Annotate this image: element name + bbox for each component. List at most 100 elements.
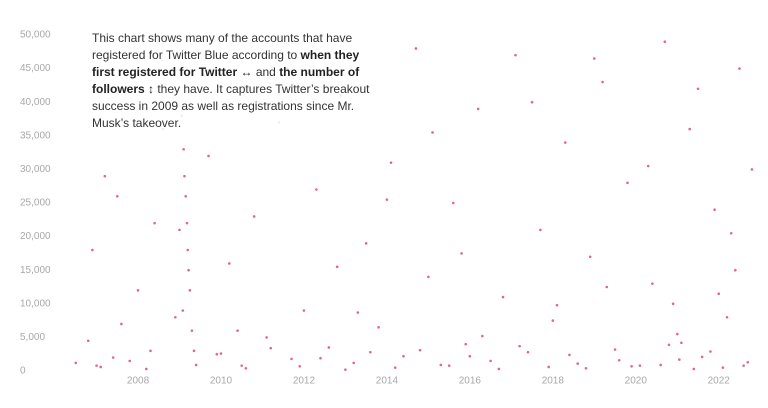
x-tick-label: 2010 xyxy=(210,376,233,387)
point xyxy=(389,161,393,164)
point xyxy=(725,315,729,319)
point xyxy=(721,366,725,369)
point xyxy=(290,357,293,361)
point xyxy=(115,194,119,198)
point xyxy=(344,368,347,371)
point xyxy=(468,354,472,358)
x-tick-label: 2020 xyxy=(625,376,648,387)
point xyxy=(377,326,380,329)
point xyxy=(742,364,745,367)
point xyxy=(514,53,517,57)
y-tick-label: 15,000 xyxy=(20,265,51,276)
annotation-bold: when they first registered for Twitter ↔ xyxy=(92,48,360,79)
point xyxy=(526,350,530,354)
point xyxy=(184,194,188,198)
point xyxy=(183,174,186,178)
point xyxy=(136,289,140,292)
point xyxy=(638,364,642,367)
x-tick-label: 2008 xyxy=(127,376,150,387)
point xyxy=(671,302,675,306)
point xyxy=(680,341,683,345)
point xyxy=(700,355,704,359)
x-tick-label: 2016 xyxy=(459,376,482,387)
y-tick-label: 45,000 xyxy=(20,63,51,74)
annotation: This chart shows many of the accounts th… xyxy=(92,30,384,132)
x-tick-label: 2014 xyxy=(376,376,399,387)
point xyxy=(356,311,360,314)
point xyxy=(194,363,198,367)
point xyxy=(601,80,604,84)
point xyxy=(746,360,750,364)
point xyxy=(244,367,248,370)
point xyxy=(227,262,231,265)
point xyxy=(750,168,754,171)
point xyxy=(192,349,196,353)
point xyxy=(149,349,152,353)
point xyxy=(402,354,405,358)
point xyxy=(315,188,318,191)
point xyxy=(99,365,102,369)
point xyxy=(91,248,94,252)
y-tick-label: 40,000 xyxy=(20,97,51,108)
point xyxy=(111,356,115,359)
point xyxy=(86,339,90,343)
point xyxy=(489,359,492,363)
point xyxy=(518,344,521,348)
point xyxy=(327,346,331,349)
point xyxy=(385,198,389,201)
point xyxy=(215,352,219,356)
point xyxy=(651,282,654,285)
point xyxy=(451,201,455,205)
point xyxy=(588,255,592,259)
point xyxy=(145,367,148,371)
point xyxy=(120,322,123,326)
point xyxy=(481,334,484,338)
point xyxy=(659,363,662,367)
point xyxy=(551,319,555,322)
point xyxy=(576,362,580,365)
y-tick-label: 10,000 xyxy=(20,298,51,309)
point xyxy=(688,127,692,131)
point xyxy=(369,350,372,354)
point xyxy=(95,364,98,367)
y-tick-label: 0 xyxy=(20,366,26,377)
annotation-text: they have. It captures Twitter’s breakou… xyxy=(92,82,370,130)
point xyxy=(74,361,78,365)
point xyxy=(675,332,679,336)
y-tick-label: 50,000 xyxy=(20,30,51,41)
point xyxy=(364,242,368,245)
point xyxy=(738,67,741,70)
point xyxy=(667,343,671,347)
point xyxy=(188,289,192,292)
point xyxy=(219,352,223,355)
point xyxy=(240,364,244,367)
point xyxy=(460,252,463,255)
point xyxy=(207,154,210,158)
point xyxy=(563,141,567,144)
point xyxy=(547,365,550,369)
point xyxy=(269,346,273,350)
point xyxy=(497,367,501,371)
point xyxy=(605,285,609,289)
point xyxy=(182,147,185,151)
point xyxy=(103,174,107,178)
point xyxy=(236,329,239,332)
y-tick-label: 5,000 xyxy=(20,332,45,343)
point xyxy=(555,303,559,307)
point xyxy=(717,292,721,296)
y-tick-label: 20,000 xyxy=(20,231,51,242)
x-tick-label: 2018 xyxy=(542,376,565,387)
point xyxy=(447,364,451,367)
annotation-text: This chart shows many of the accounts th… xyxy=(92,31,353,62)
point xyxy=(414,47,418,50)
point xyxy=(613,348,617,351)
point xyxy=(265,336,268,339)
point xyxy=(713,208,716,212)
point xyxy=(593,57,596,60)
point xyxy=(678,358,681,361)
point xyxy=(190,329,194,332)
point xyxy=(252,215,256,218)
point xyxy=(709,350,712,353)
point xyxy=(476,107,480,111)
